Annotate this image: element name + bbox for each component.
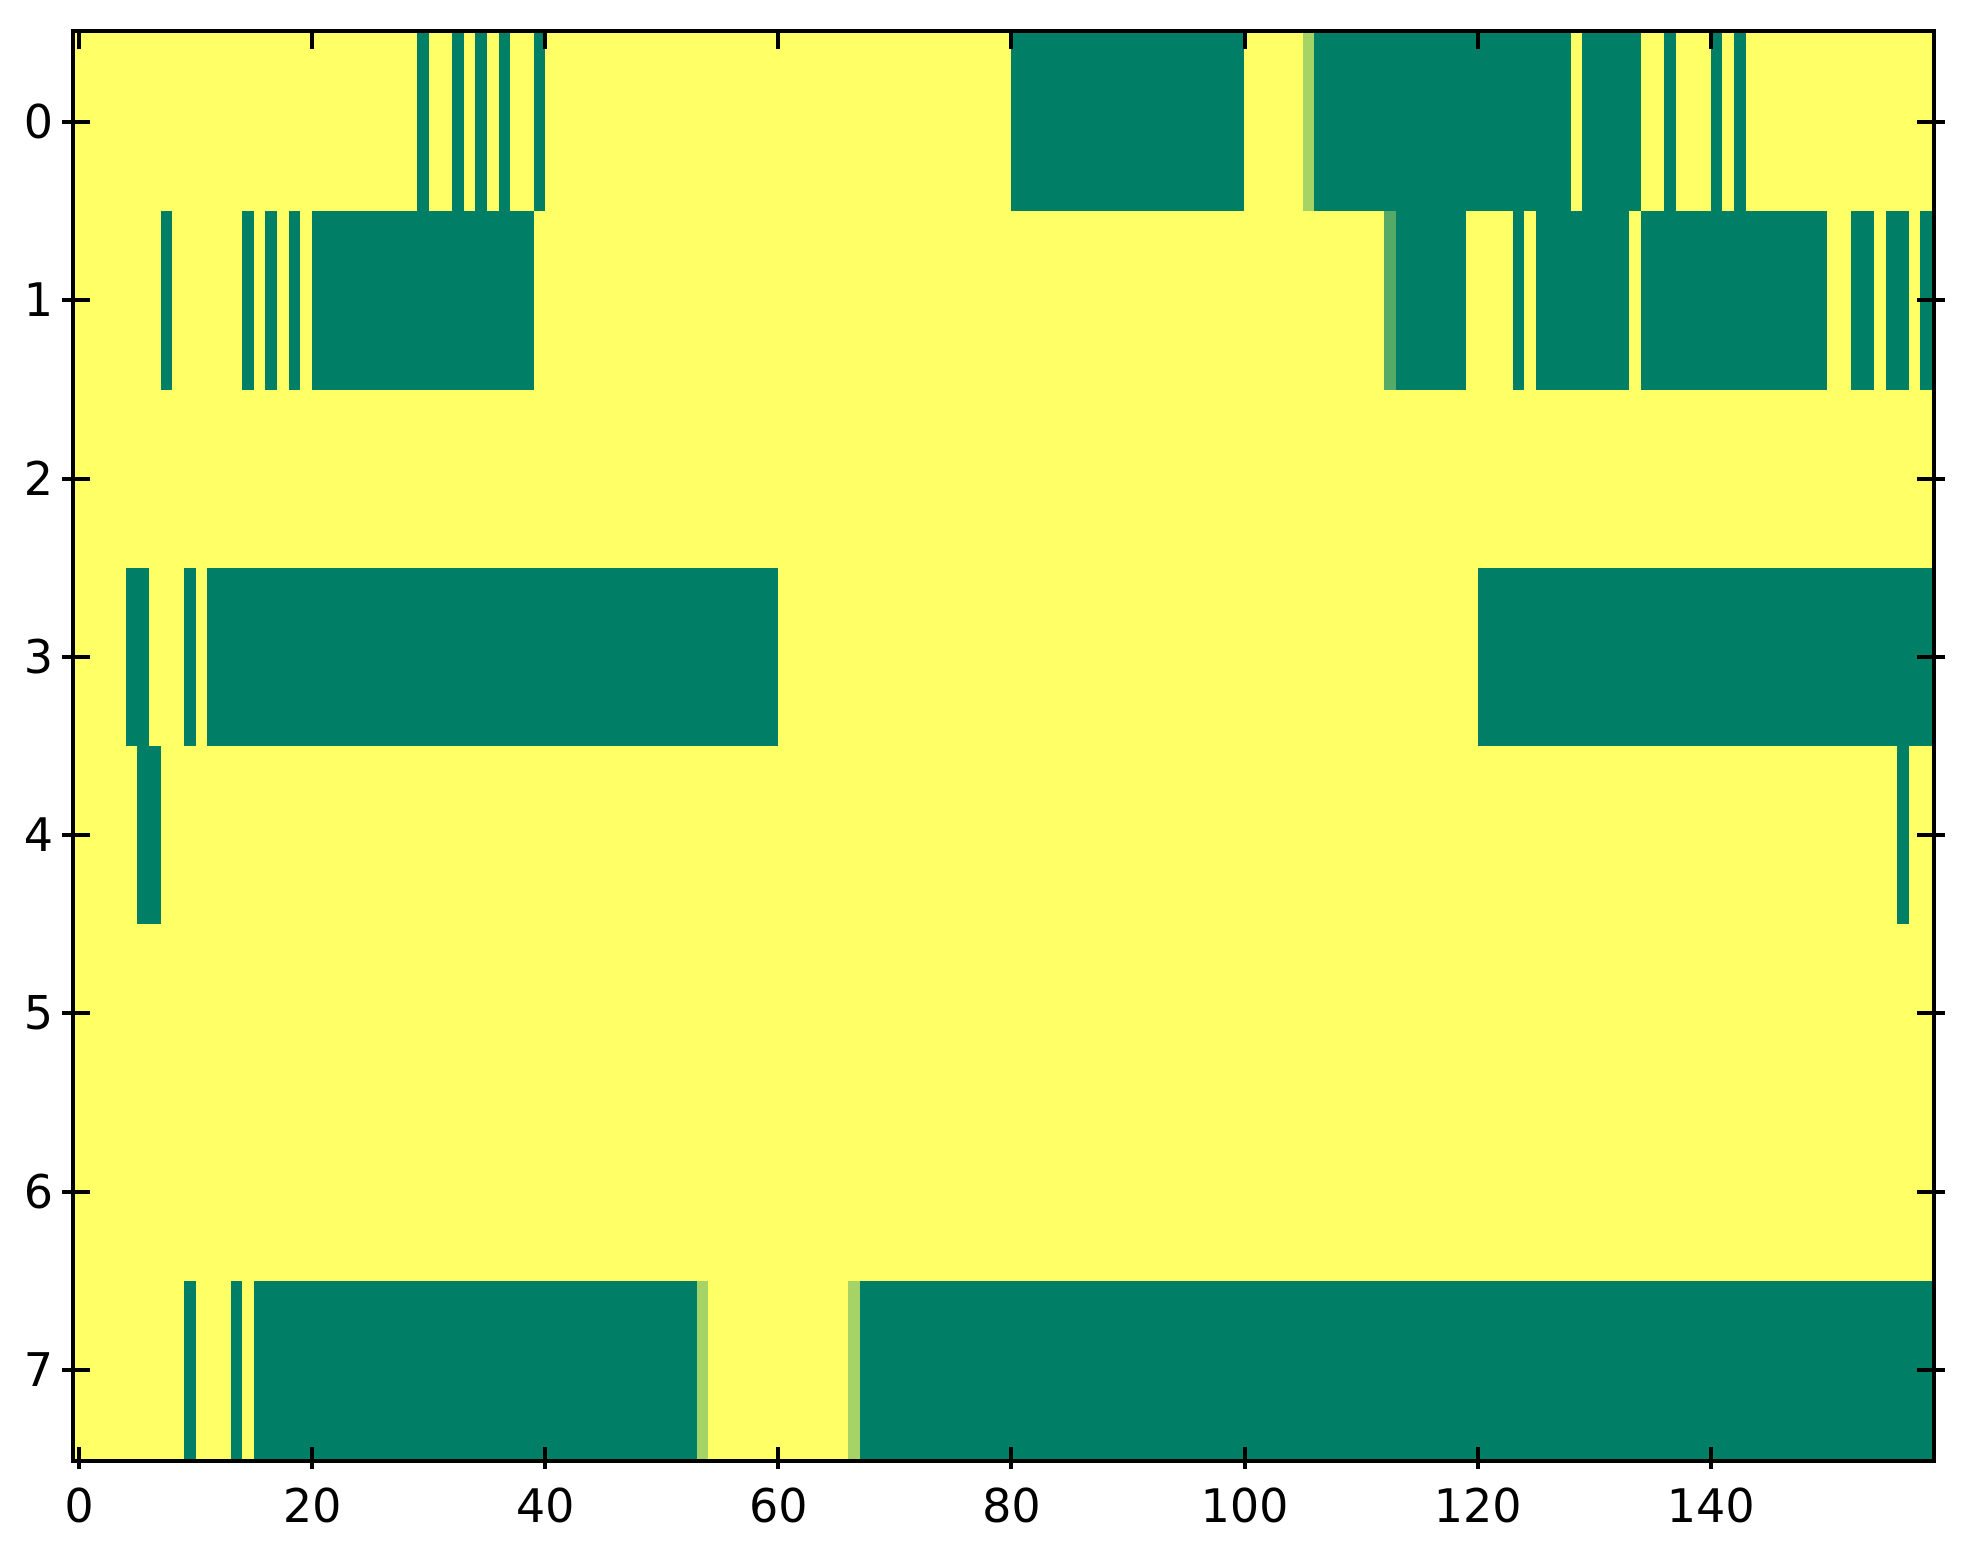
y-tick [62, 1189, 90, 1194]
x-tick [310, 33, 315, 49]
heatmap-run [416, 33, 429, 212]
x-tick-label: 120 [1433, 1479, 1522, 1533]
y-tick [1917, 476, 1945, 481]
heatmap-run [160, 211, 173, 390]
x-tick [1708, 1447, 1713, 1469]
heatmap-run [1850, 211, 1874, 390]
heatmap-run [1011, 33, 1245, 212]
heatmap-run [1302, 33, 1315, 212]
x-tick-label: 40 [515, 1479, 575, 1533]
heatmap-run [1582, 33, 1641, 212]
y-tick [1917, 1367, 1945, 1372]
heatmap-cells-layer [75, 33, 1933, 1459]
heatmap-run [696, 1280, 709, 1459]
x-tick [776, 1447, 781, 1469]
heatmap-run [1535, 211, 1630, 390]
y-tick [62, 654, 90, 659]
x-tick-label: 140 [1666, 1479, 1755, 1533]
x-tick [77, 1447, 81, 1469]
heatmap-run [859, 1280, 1933, 1459]
x-tick [1242, 1447, 1247, 1469]
y-tick [62, 120, 90, 125]
heatmap-run [1477, 567, 1933, 746]
heatmap-run [848, 1280, 860, 1459]
y-tick [62, 1011, 90, 1016]
x-tick-label: 0 [64, 1479, 94, 1533]
y-tick [1917, 654, 1945, 659]
heatmap-run [451, 33, 464, 212]
y-tick-label: 4 [23, 808, 53, 863]
y-tick-label: 0 [23, 95, 53, 150]
heatmap-run [242, 211, 254, 390]
y-tick-label: 6 [23, 1164, 53, 1219]
x-tick [543, 33, 548, 49]
heatmap-run [1314, 33, 1571, 212]
heatmap-run [183, 1280, 196, 1459]
y-tick [62, 476, 90, 481]
x-tick [1009, 1447, 1014, 1469]
x-tick [77, 33, 81, 49]
y-tick [1917, 298, 1945, 303]
heatmap-plot [62, 29, 1945, 1469]
y-tick-label: 3 [23, 629, 53, 684]
heatmap-run [1512, 211, 1525, 390]
x-tick [1009, 33, 1014, 49]
y-tick-label: 1 [23, 273, 53, 328]
heatmap-run [1734, 33, 1746, 212]
x-tick-label: 60 [749, 1479, 808, 1533]
heatmap-run [1897, 746, 1909, 925]
x-tick-label: 80 [982, 1479, 1041, 1533]
x-tick-label: 100 [1200, 1479, 1289, 1533]
heatmap-run [137, 746, 161, 925]
y-tick [1917, 120, 1945, 125]
x-tick [1475, 1447, 1480, 1469]
heatmap-run [183, 567, 196, 746]
x-tick [1242, 33, 1247, 49]
heatmap-run [265, 211, 278, 390]
y-tick-label: 5 [23, 986, 53, 1041]
heatmap-run [1885, 211, 1909, 390]
y-tick-label: 2 [23, 451, 53, 506]
heatmap-run [498, 33, 511, 212]
heatmap-run [230, 1280, 243, 1459]
heatmap-run [1384, 211, 1396, 390]
x-tick [543, 1447, 548, 1469]
y-tick [62, 298, 90, 303]
y-tick [62, 833, 90, 838]
x-tick [1708, 33, 1713, 49]
x-tick [310, 1447, 315, 1469]
x-tick-label: 20 [282, 1479, 342, 1533]
axis-ticks-layer [62, 33, 1945, 1469]
y-tick [62, 1367, 90, 1372]
y-tick [1917, 833, 1945, 838]
y-tick-label: 7 [23, 1342, 53, 1397]
heatmap-run [125, 567, 149, 746]
heatmap-run [288, 211, 301, 390]
y-tick [1917, 1189, 1945, 1194]
x-tick [1475, 33, 1480, 49]
heatmap-run [207, 567, 779, 746]
heatmap-run [1710, 33, 1723, 212]
heatmap-run [312, 211, 534, 390]
heatmap-run [253, 1280, 697, 1459]
heatmap-run [533, 33, 546, 212]
heatmap-run [1664, 33, 1676, 212]
heatmap-run [1396, 211, 1466, 390]
y-tick [1917, 1011, 1945, 1016]
heatmap-run [475, 33, 487, 212]
x-tick [776, 33, 781, 49]
heatmap-run [1640, 211, 1828, 390]
